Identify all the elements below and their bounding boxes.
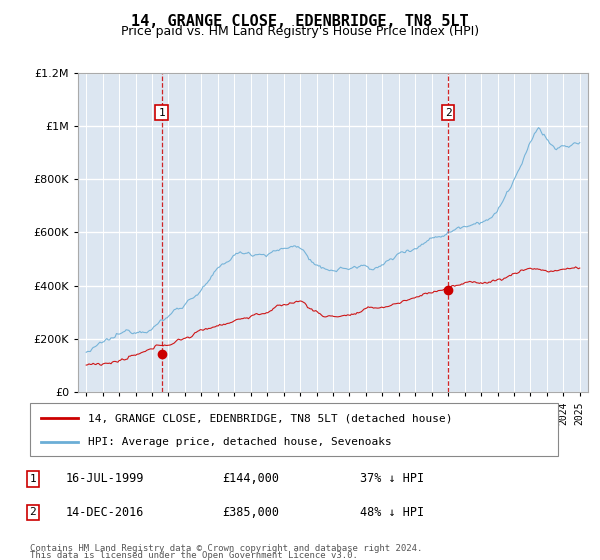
Text: HPI: Average price, detached house, Sevenoaks: HPI: Average price, detached house, Seve… bbox=[88, 436, 392, 446]
Text: 14, GRANGE CLOSE, EDENBRIDGE, TN8 5LT: 14, GRANGE CLOSE, EDENBRIDGE, TN8 5LT bbox=[131, 14, 469, 29]
Text: £385,000: £385,000 bbox=[222, 506, 279, 519]
Text: 2: 2 bbox=[445, 108, 452, 118]
Text: 14-DEC-2016: 14-DEC-2016 bbox=[66, 506, 145, 519]
Text: £144,000: £144,000 bbox=[222, 472, 279, 486]
Text: 1: 1 bbox=[29, 474, 37, 484]
Text: 2: 2 bbox=[29, 507, 37, 517]
Text: This data is licensed under the Open Government Licence v3.0.: This data is licensed under the Open Gov… bbox=[30, 551, 358, 560]
Text: 14, GRANGE CLOSE, EDENBRIDGE, TN8 5LT (detached house): 14, GRANGE CLOSE, EDENBRIDGE, TN8 5LT (d… bbox=[88, 413, 452, 423]
Text: Contains HM Land Registry data © Crown copyright and database right 2024.: Contains HM Land Registry data © Crown c… bbox=[30, 544, 422, 553]
Text: 1: 1 bbox=[158, 108, 165, 118]
FancyBboxPatch shape bbox=[30, 403, 558, 456]
Text: Price paid vs. HM Land Registry's House Price Index (HPI): Price paid vs. HM Land Registry's House … bbox=[121, 25, 479, 38]
Text: 37% ↓ HPI: 37% ↓ HPI bbox=[360, 472, 424, 486]
Text: 48% ↓ HPI: 48% ↓ HPI bbox=[360, 506, 424, 519]
Text: 16-JUL-1999: 16-JUL-1999 bbox=[66, 472, 145, 486]
